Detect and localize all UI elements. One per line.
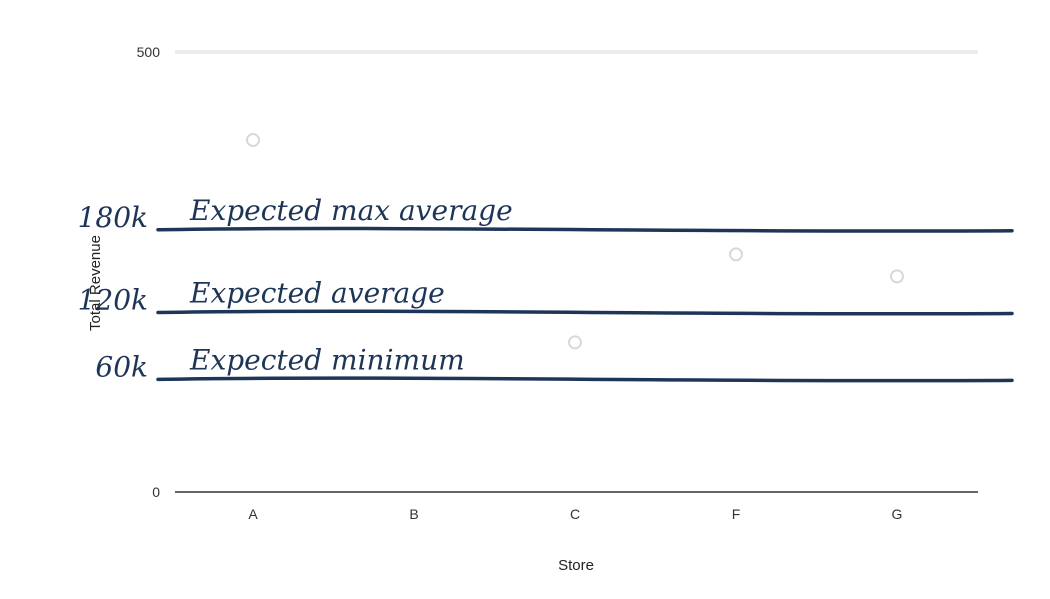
annotation-text: Expected average — [189, 276, 445, 309]
x-tick-label: B — [409, 506, 418, 522]
annotation-value-label: 60k — [95, 350, 148, 383]
y-tick-label: 0 — [152, 484, 160, 500]
annotation-line — [156, 309, 1014, 316]
annotation-text: Expected max average — [189, 194, 513, 227]
y-axis-title: Total Revenue — [87, 235, 104, 331]
data-point — [729, 247, 743, 262]
data-point — [890, 269, 904, 284]
x-tick-label: C — [570, 506, 580, 522]
x-axis-title: Store — [558, 557, 594, 574]
annotation-text: Expected minimum — [189, 343, 465, 376]
x-tick-label: F — [732, 506, 741, 522]
annotation-value-label: 120k — [78, 283, 148, 316]
data-point — [246, 133, 260, 147]
x-tick-label: A — [248, 506, 258, 522]
y-tick-layer: 500 0 — [137, 44, 161, 500]
annotation-layer: 180k Expected max average 120k Expected ave… — [78, 194, 1014, 383]
data-point — [568, 335, 582, 350]
x-tick-label: G — [892, 506, 903, 522]
points-layer — [246, 133, 904, 350]
annotation-line — [156, 226, 1014, 233]
annotation-line — [156, 376, 1014, 383]
y-tick-label: 500 — [137, 44, 161, 60]
annotation-value-label: 180k — [78, 201, 148, 234]
